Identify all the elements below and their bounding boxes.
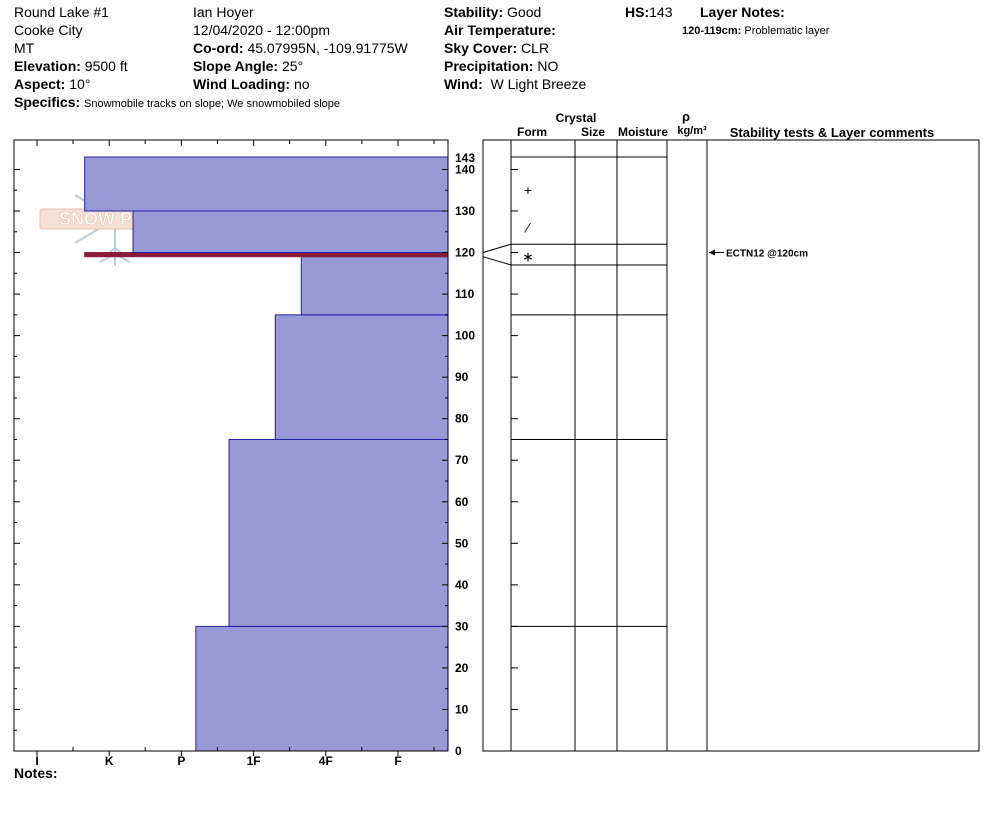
wind-loading-label: Wind Loading: — [193, 76, 291, 92]
hardness-bar — [132, 210, 449, 254]
y-tick-label: 80 — [455, 412, 469, 426]
observer-name: Ian Hoyer — [193, 4, 254, 20]
y-top-label: 143 — [455, 151, 475, 165]
crystal-form-symbol: ∗ — [522, 249, 534, 265]
y-tick-label: 100 — [455, 329, 475, 343]
aspect-field: Aspect: 10° — [14, 75, 90, 93]
x-tick-label: P — [177, 754, 185, 768]
stability-test-label: ECTN12 @120cm — [726, 249, 808, 260]
elevation-value: 9500 ft — [84, 58, 128, 74]
hs-field: HS:143 — [625, 3, 672, 21]
y-tick-label: 50 — [455, 536, 469, 550]
y-tick-label: 40 — [455, 578, 469, 592]
x-tick-label: K — [105, 754, 114, 768]
crystal-form-symbol: ⁄ — [524, 220, 532, 236]
crystal-form-symbol: + — [524, 182, 532, 198]
y-tick-label: 70 — [455, 453, 469, 467]
coord-field: Co-ord: 45.07995N, -109.91775W — [193, 39, 408, 57]
size-header: Size — [581, 125, 605, 139]
wind-value: W Light Breeze — [490, 76, 587, 92]
hardness-bar — [84, 252, 449, 258]
hs-value: 143 — [649, 4, 673, 20]
stability-comments-header: Stability tests & Layer comments — [730, 125, 934, 140]
crystal-header: Crystal — [556, 111, 597, 125]
location-name: Round Lake #1 — [14, 4, 109, 20]
wind-field: Wind: W Light Breeze — [444, 75, 586, 93]
y-tick-label: 60 — [455, 495, 469, 509]
precip-label: Precipitation: — [444, 58, 534, 74]
y-tick-label: 90 — [455, 370, 469, 384]
stability-label: Stability: — [444, 4, 504, 20]
precip-field: Precipitation: NO — [444, 57, 558, 75]
area-name: Cooke City — [14, 22, 83, 38]
sky-field: Sky Cover: CLR — [444, 39, 549, 57]
layer-connector — [482, 243, 512, 254]
layer-note-range: 120-119cm: — [682, 25, 742, 37]
y-tick-label: 140 — [455, 162, 475, 176]
x-tick-label: I — [35, 754, 38, 768]
stability-field: Stability: Good — [444, 3, 541, 21]
x-tick-label: F — [394, 754, 401, 768]
layer-table-frame — [482, 139, 980, 752]
y-tick-label: 0 — [455, 744, 462, 758]
wind-label: Wind: — [444, 76, 483, 92]
slope-label: Slope Angle: — [193, 58, 279, 74]
layer-notes-label: Layer Notes: — [700, 4, 785, 20]
observation-datetime: 12/04/2020 - 12:00pm — [193, 22, 330, 38]
hardness-bar — [195, 625, 449, 752]
wind-loading-value: no — [293, 76, 310, 92]
hs-label: HS: — [625, 4, 650, 20]
rho-header: ρ — [682, 109, 690, 124]
coord-label: Co-ord: — [193, 40, 244, 56]
moisture-header: Moisture — [618, 125, 668, 139]
elevation-field: Elevation: 9500 ft — [14, 57, 128, 75]
air-temp-field: Air Temperature: — [444, 21, 556, 39]
hardness-bar — [228, 438, 449, 627]
notes-label: Notes: — [14, 765, 58, 781]
specifics-field: Specifics: Snowmobile tracks on slope; W… — [14, 93, 340, 113]
x-tick-label: 1F — [247, 754, 261, 768]
density-unit-header: kg/m³ — [677, 125, 707, 137]
y-tick-label: 110 — [455, 287, 475, 301]
slope-value: 25° — [281, 58, 304, 74]
y-tick-label: 20 — [455, 661, 469, 675]
hardness-plot-frame — [13, 139, 449, 752]
specifics-value: Snowmobile tracks on slope; We snowmobil… — [84, 98, 341, 110]
precip-value: NO — [537, 58, 559, 74]
hardness-bar — [300, 256, 449, 316]
sky-value: CLR — [521, 40, 550, 56]
y-tick-label: 10 — [455, 702, 469, 716]
slope-field: Slope Angle: 25° — [193, 57, 303, 75]
hardness-bar — [274, 314, 449, 440]
elevation-label: Elevation: — [14, 58, 81, 74]
y-tick-label: 30 — [455, 619, 469, 633]
arrowhead-icon — [709, 249, 715, 256]
sky-label: Sky Cover: — [444, 40, 518, 56]
stability-value: Good — [507, 4, 542, 20]
layer-connector — [482, 256, 512, 266]
y-tick-label: 120 — [455, 246, 475, 260]
y-tick-label: 130 — [455, 204, 475, 218]
layer-note-text: Problematic layer — [744, 25, 830, 37]
coord-value: 45.07995N, -109.91775W — [247, 40, 408, 56]
aspect-label: Aspect: — [14, 76, 66, 92]
wind-loading-field: Wind Loading: no — [193, 75, 310, 93]
state-name: MT — [14, 40, 35, 56]
layer-note: 120-119cm: Problematic layer — [682, 22, 829, 40]
hardness-bar — [84, 156, 449, 212]
form-header: Form — [517, 125, 547, 139]
specifics-label: Specifics: — [14, 94, 81, 110]
x-tick-label: 4F — [319, 754, 333, 768]
air-temp-label: Air Temperature: — [444, 22, 556, 38]
aspect-value: 10° — [69, 76, 91, 92]
